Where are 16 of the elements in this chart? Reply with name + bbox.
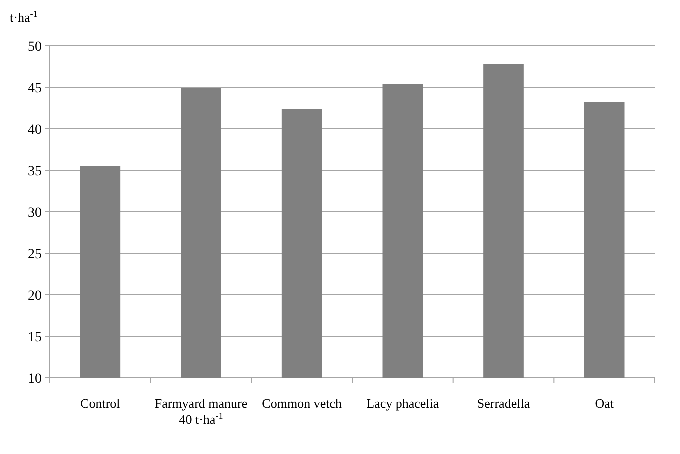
- x-tick-label: Farmyard manure 40 t·ha$^{-1}$: [154, 396, 248, 427]
- x-tick-label: Lacy phacelia: [366, 396, 440, 411]
- y-axis-title: t·ha$^{-1}$: [10, 9, 38, 25]
- x-tick-label: Serradella: [477, 396, 530, 411]
- y-tick-label: 35: [28, 164, 42, 180]
- x-tick-label: Common vetch: [262, 396, 342, 411]
- y-tick-label: 30: [28, 206, 42, 221]
- x-tick-label: Control: [80, 396, 121, 411]
- y-tick-label: 50: [28, 40, 42, 55]
- y-tick-label: 20: [28, 288, 42, 304]
- y-tick-label: 45: [28, 81, 42, 96]
- y-tick-label: 40: [28, 122, 42, 138]
- x-tick-label: Oat: [595, 396, 614, 411]
- y-tick-label: 15: [28, 330, 42, 346]
- y-tick-label: 25: [28, 247, 42, 262]
- y-tick-label: 10: [28, 372, 42, 387]
